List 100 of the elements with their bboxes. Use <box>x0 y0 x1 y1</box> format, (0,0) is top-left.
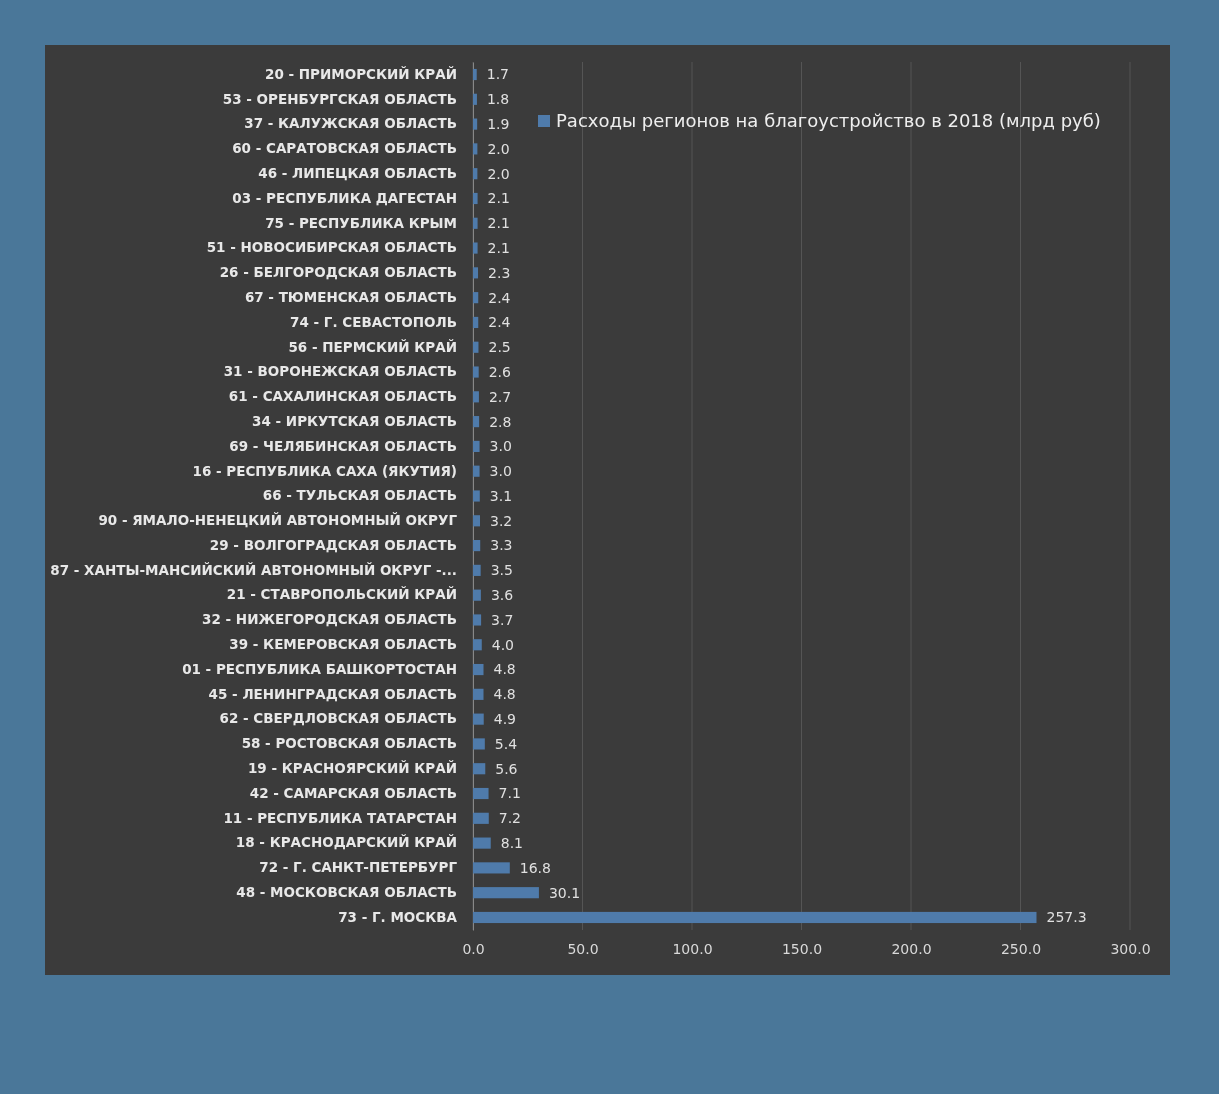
data-label: 5.4 <box>494 735 518 752</box>
x-tick-label: 150.0 <box>781 940 823 957</box>
data-label: 3.1 <box>489 487 513 504</box>
data-label: 7.1 <box>498 785 521 802</box>
data-label: 4.8 <box>493 661 516 678</box>
bar <box>473 316 479 329</box>
bar <box>473 242 478 254</box>
x-tick-label: 50.0 <box>567 940 599 957</box>
bar <box>473 713 484 725</box>
data-label: 2.0 <box>487 140 510 157</box>
data-label: 4.0 <box>491 636 515 653</box>
y-tick-label: 56 - ПЕРМСКИЙ КРАЙ <box>288 338 457 355</box>
y-tick-label: 42 - САМАРСКАЯ ОБЛАСТЬ <box>249 784 457 801</box>
y-tick-label: 29 - ВОЛГОГРАДСКАЯ ОБЛАСТЬ <box>209 536 457 553</box>
data-label: 4.8 <box>493 686 516 703</box>
data-label: 2.1 <box>487 190 510 207</box>
x-tick-label: 0.0 <box>462 940 485 957</box>
data-label: 3.0 <box>489 463 512 480</box>
data-label: 8.1 <box>500 835 523 851</box>
x-tick-label: 250.0 <box>1000 940 1042 957</box>
data-label: 2.7 <box>488 388 512 405</box>
y-tick-label: 45 - ЛЕНИНГРАДСКАЯ ОБЛАСТЬ <box>208 685 457 702</box>
data-label: 3.7 <box>491 611 514 628</box>
y-tick-label: 90 - ЯМАЛО-НЕНЕЦКИЙ АВТОНОМНЫЙ ОКРУГ <box>98 512 458 529</box>
data-label: 257.3 <box>1046 909 1087 926</box>
y-tick-label: 61 - САХАЛИНСКАЯ ОБЛАСТЬ <box>228 388 457 405</box>
data-label: 4.9 <box>493 711 516 728</box>
bar <box>473 787 489 800</box>
bar <box>473 292 479 304</box>
bar <box>473 663 484 676</box>
y-tick-label: 72 - Г. САНКТ-ПЕТЕРБУРГ <box>259 859 458 876</box>
bar <box>473 911 1037 924</box>
y-tick-label: 58 - РОСТОВСКАЯ ОБЛАСТЬ <box>241 735 457 752</box>
bar <box>473 837 491 849</box>
bar <box>473 564 481 576</box>
data-label: 2.4 <box>488 314 511 331</box>
y-tick-label: 16 - РЕСПУБЛИКА САХА (ЯКУТИЯ) <box>192 462 457 479</box>
data-label: 2.4 <box>488 289 511 306</box>
data-label: 2.8 <box>489 413 512 430</box>
data-label: 30.1 <box>548 884 581 901</box>
y-tick-label: 48 - МОСКОВСКАЯ ОБЛАСТЬ <box>236 884 457 901</box>
y-tick-label: 34 - ИРКУТСКАЯ ОБЛАСТЬ <box>252 412 457 429</box>
y-tick-label: 26 - БЕЛГОРОДСКАЯ ОБЛАСТЬ <box>219 264 457 281</box>
x-tick-label: 200.0 <box>891 940 932 957</box>
data-label: 1.9 <box>487 116 510 133</box>
y-tick-label: 66 - ТУЛЬСКАЯ ОБЛАСТЬ <box>262 487 457 504</box>
bar <box>473 341 479 353</box>
data-label: 3.2 <box>490 512 513 529</box>
bar <box>473 515 481 527</box>
bar <box>473 614 482 626</box>
legend-label: Расходы регионов на благоустройство в 2018 (млрд руб) <box>556 110 1101 132</box>
y-tick-label: 60 - САРАТОВСКАЯ ОБЛАСТЬ <box>232 140 457 157</box>
data-label: 2.6 <box>488 363 512 380</box>
bar <box>473 217 478 229</box>
bar <box>473 416 480 428</box>
bar <box>473 93 477 105</box>
bar <box>473 465 480 477</box>
data-label: 2.1 <box>487 239 510 256</box>
data-label: 1.8 <box>486 91 510 108</box>
y-tick-label: 53 - ОРЕНБУРГСКАЯ ОБЛАСТЬ <box>222 90 457 107</box>
y-tick-label: 74 - Г. СЕВАСТОПОЛЬ <box>290 313 457 330</box>
data-label: 2.0 <box>487 165 510 182</box>
y-tick-label: 11 - РЕСПУБЛИКА ТАТАРСТАН <box>223 809 457 826</box>
bar <box>473 68 477 81</box>
y-tick-label: 39 - КЕМЕРОВСКАЯ ОБЛАСТЬ <box>229 636 457 653</box>
y-tick-label: 19 - КРАСНОЯРСКИЙ КРАЙ <box>247 760 457 777</box>
bar <box>473 639 482 651</box>
bar <box>473 540 481 552</box>
bar <box>473 391 479 403</box>
y-tick-label: 01 - РЕСПУБЛИКА БАШКОРТОСТАН <box>182 660 457 677</box>
bar <box>473 887 539 899</box>
bar <box>473 118 478 130</box>
bar <box>473 168 478 180</box>
bar <box>473 738 485 750</box>
data-label: 16.8 <box>519 859 551 876</box>
data-label: 3.5 <box>490 562 513 579</box>
data-label: 3.3 <box>490 537 513 554</box>
data-label: 2.1 <box>487 215 510 232</box>
y-tick-label: 37 - КАЛУЖСКАЯ ОБЛАСТЬ <box>244 115 457 132</box>
y-tick-label: 03 - РЕСПУБЛИКА ДАГЕСТАН <box>232 189 457 206</box>
y-tick-label: 69 - ЧЕЛЯБИНСКАЯ ОБЛАСТЬ <box>229 437 457 454</box>
y-tick-label: 75 - РЕСПУБЛИКА КРЫМ <box>265 214 457 231</box>
bar <box>473 490 480 502</box>
bar <box>473 267 479 279</box>
bar <box>473 589 481 601</box>
data-label: 2.5 <box>488 339 511 356</box>
y-tick-label: 51 - НОВОСИБИРСКАЯ ОБЛАСТЬ <box>206 239 457 256</box>
data-label: 1.7 <box>486 66 509 83</box>
data-label: 7.2 <box>498 810 522 827</box>
data-label: 5.6 <box>495 760 518 777</box>
data-label: 2.3 <box>488 264 511 281</box>
bar <box>473 862 510 874</box>
y-tick-label: 21 - СТАВРОПОЛЬСКИЙ КРАЙ <box>226 586 457 603</box>
y-tick-label: 67 - ТЮМЕНСКАЯ ОБЛАСТЬ <box>244 288 457 305</box>
y-tick-label: 31 - ВОРОНЕЖСКАЯ ОБЛАСТЬ <box>223 363 457 380</box>
bar <box>473 192 478 205</box>
y-tick-label: 73 - Г. МОСКВА <box>338 908 458 925</box>
y-tick-label: 18 - КРАСНОДАРСКИЙ КРАЙ <box>235 834 457 851</box>
y-tick-label: 32 - НИЖЕГОРОДСКАЯ ОБЛАСТЬ <box>202 611 457 628</box>
bar <box>473 143 478 155</box>
